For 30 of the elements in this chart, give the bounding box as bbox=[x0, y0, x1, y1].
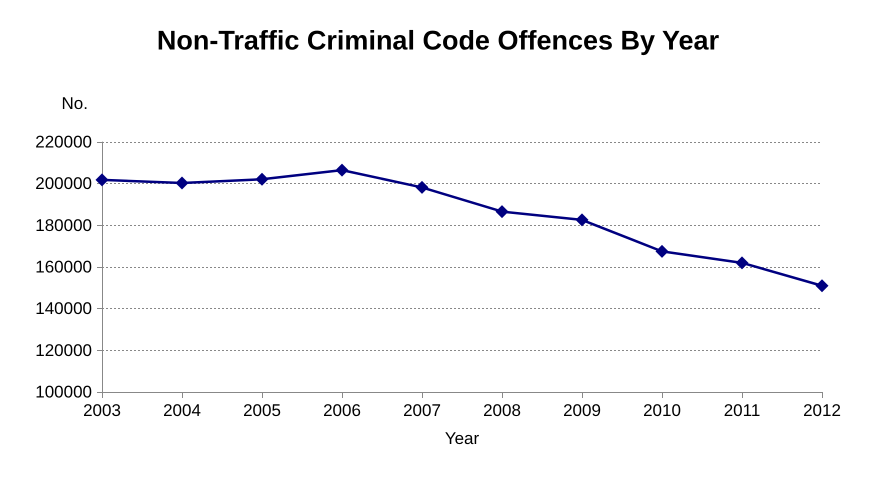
x-tick-label: 2007 bbox=[403, 401, 441, 420]
y-tick-label: 180000 bbox=[35, 216, 92, 235]
point bbox=[416, 180, 428, 194]
point bbox=[96, 173, 108, 186]
x-axis-title: Year bbox=[444, 429, 480, 448]
x-tick-label: 2005 bbox=[243, 401, 281, 420]
point bbox=[816, 279, 828, 292]
y-axis-title: No. bbox=[62, 94, 88, 113]
point bbox=[256, 172, 268, 186]
point bbox=[656, 244, 668, 258]
x-tick-label: 2009 bbox=[563, 401, 601, 420]
point bbox=[496, 205, 508, 218]
x-tick-label: 2012 bbox=[803, 401, 841, 420]
x-tick-label: 2010 bbox=[643, 401, 681, 420]
y-tick-label: 100000 bbox=[35, 382, 92, 402]
point bbox=[176, 176, 188, 190]
y-tick-label: 220000 bbox=[35, 132, 92, 152]
point bbox=[736, 256, 748, 270]
x-tick-label: 2006 bbox=[323, 401, 361, 420]
x-tick-label: 2004 bbox=[163, 401, 201, 420]
x-tick-label: 2008 bbox=[483, 401, 521, 420]
x-tick-label: 2011 bbox=[724, 401, 760, 420]
y-tick-label: 140000 bbox=[35, 299, 92, 318]
point bbox=[576, 213, 588, 226]
x-tick-label: 2003 bbox=[83, 401, 121, 420]
y-tick-label: 120000 bbox=[35, 340, 92, 360]
chart-title: Non-Traffic Criminal Code Offences By Year bbox=[156, 26, 720, 56]
point bbox=[336, 164, 348, 177]
y-tick-label: 160000 bbox=[35, 258, 92, 276]
y-tick-label: 200000 bbox=[35, 174, 92, 194]
